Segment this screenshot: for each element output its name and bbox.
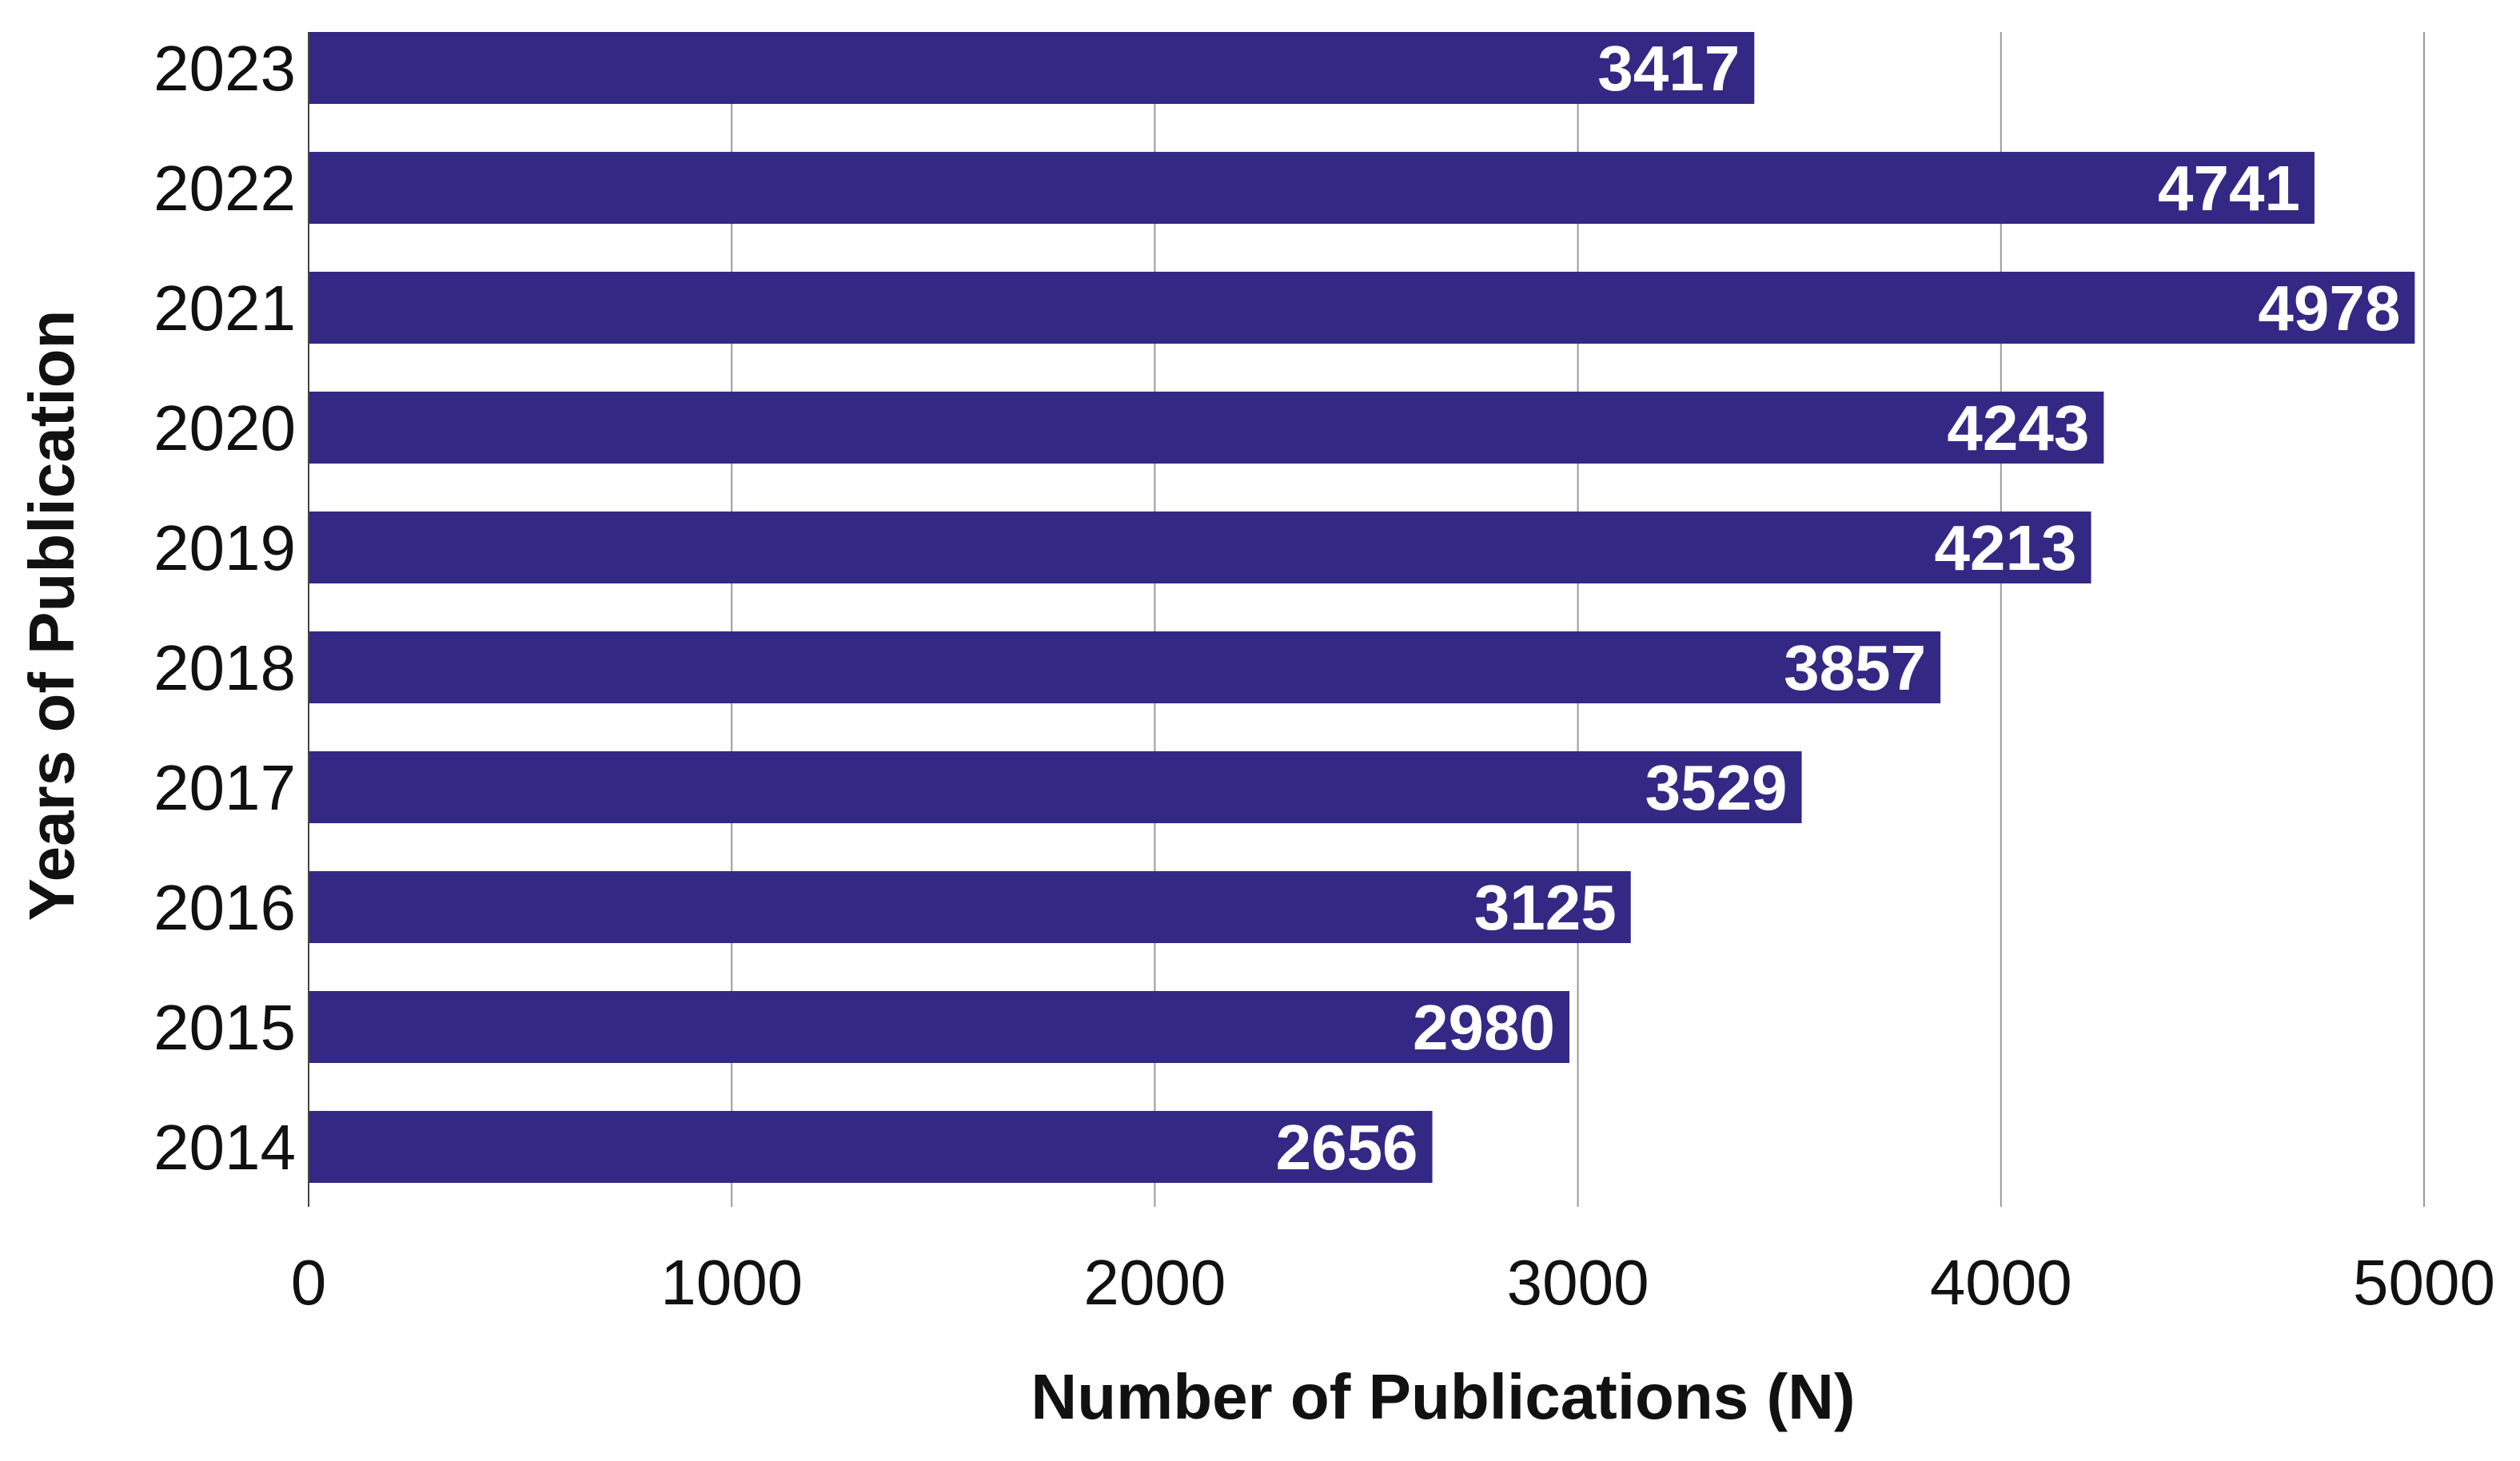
y-axis-title: Years of Publication — [16, 310, 87, 922]
category-label-2017: 2017 — [154, 752, 296, 823]
data-label-2018: 3857 — [1784, 632, 1926, 703]
x-axis-title: Number of Publications (N) — [1031, 1361, 1855, 1432]
x-tick-label-3000: 3000 — [1507, 1247, 1649, 1318]
category-label-2016: 2016 — [154, 872, 296, 943]
data-label-2017: 3529 — [1645, 752, 1788, 823]
category-label-2019: 2019 — [154, 512, 296, 583]
data-label-2016: 3125 — [1474, 872, 1617, 943]
data-label-2019: 4213 — [1935, 512, 2077, 583]
category-labels: 2023 2022 2021 2020 2019 2018 2017 2016 2015 2014 — [154, 33, 296, 1183]
data-label-2015: 2980 — [1413, 992, 1555, 1063]
category-label-2014: 2014 — [154, 1112, 296, 1183]
data-label-2022: 4741 — [2158, 153, 2300, 224]
data-label-2023: 3417 — [1597, 33, 1740, 104]
x-tick-label-0: 0 — [291, 1247, 327, 1318]
category-label-2022: 2022 — [154, 153, 296, 224]
x-tick-label-4000: 4000 — [1930, 1247, 2072, 1318]
bar-2023 — [309, 32, 1755, 104]
category-label-2018: 2018 — [154, 632, 296, 703]
bar-2016 — [309, 871, 1631, 943]
bar-2018 — [309, 631, 1941, 703]
x-tick-label-1000: 1000 — [660, 1247, 803, 1318]
x-tick-label-2000: 2000 — [1083, 1247, 1226, 1318]
bar-2017 — [309, 751, 1802, 823]
category-label-2021: 2021 — [154, 273, 296, 344]
bar-2019 — [309, 512, 2091, 583]
x-tick-label-5000: 5000 — [2353, 1247, 2495, 1318]
bar-2015 — [309, 991, 1570, 1063]
data-label-2021: 4978 — [2258, 273, 2400, 344]
data-label-2014: 2656 — [1276, 1112, 1418, 1183]
x-tick-labels: 0 1000 2000 3000 4000 5000 — [291, 1247, 2495, 1318]
bar-2014 — [309, 1111, 1433, 1183]
bars — [309, 32, 2415, 1183]
category-label-2020: 2020 — [154, 392, 296, 464]
bar-2021 — [309, 272, 2415, 344]
data-label-2020: 4243 — [1947, 392, 2089, 464]
bar-2020 — [309, 392, 2104, 464]
category-label-2023: 2023 — [154, 33, 296, 104]
bar-2022 — [309, 152, 2315, 224]
category-label-2015: 2015 — [154, 992, 296, 1063]
